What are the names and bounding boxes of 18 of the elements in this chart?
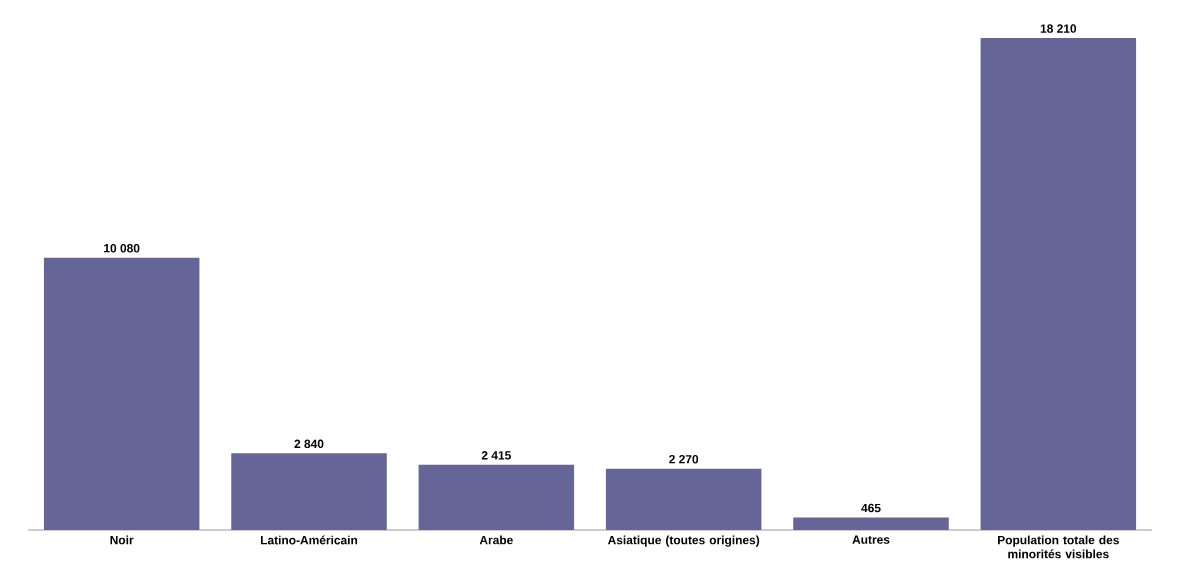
data-label: 18 210 — [1040, 24, 1077, 33]
x-tick-label: Autres — [852, 535, 890, 544]
bar — [43, 257, 200, 530]
bar — [605, 468, 762, 530]
data-label: 465 — [861, 503, 881, 513]
x-tick-label: Population totale des minorités visibles — [998, 535, 1119, 559]
data-label: 2 415 — [481, 451, 511, 460]
data-label: 10 080 — [104, 243, 140, 253]
data-label: 2 840 — [294, 439, 324, 449]
bar — [793, 517, 949, 530]
bar — [231, 453, 387, 530]
data-label: 2 270 — [669, 455, 699, 464]
x-tick-label: Latino-Américain — [260, 535, 358, 545]
x-tick-label: Noir — [110, 535, 134, 545]
x-tick-label: Asiatique (toutes origines) — [607, 535, 760, 547]
bar — [418, 464, 575, 530]
x-tick-label: Arabe — [479, 535, 513, 545]
bar — [980, 37, 1137, 530]
